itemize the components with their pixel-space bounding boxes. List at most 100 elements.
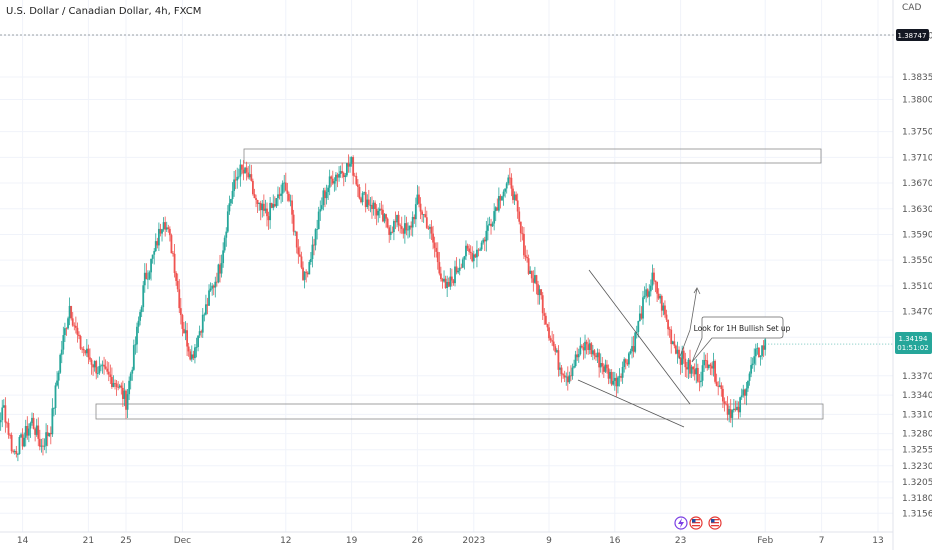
candle-body — [654, 280, 657, 282]
wedge-upper-trendline[interactable] — [588, 269, 691, 405]
candle — [643, 286, 646, 300]
candle — [206, 297, 209, 315]
candle-body — [529, 270, 532, 274]
candle-body — [396, 214, 398, 223]
candle — [440, 266, 442, 282]
candle-body — [358, 187, 361, 199]
candle-body — [378, 208, 381, 211]
candle-body — [355, 176, 358, 185]
annotation-callout[interactable]: Look for 1H Bullish Set up — [691, 316, 791, 363]
lightning-icon[interactable] — [674, 516, 688, 530]
candle-body — [203, 314, 206, 316]
candle — [480, 240, 483, 251]
candle-body — [443, 278, 445, 282]
candle-body — [660, 295, 663, 311]
us-flag-icon[interactable] — [708, 516, 722, 530]
candle — [115, 380, 118, 396]
candle — [593, 348, 596, 360]
candle — [419, 197, 422, 220]
candle — [638, 305, 641, 322]
candle-body — [299, 254, 301, 257]
candle-body — [585, 341, 588, 345]
candle — [468, 244, 470, 255]
candle-body — [101, 364, 104, 366]
event-icons[interactable] — [674, 516, 722, 530]
candle — [256, 199, 259, 214]
resistance-zone-box[interactable] — [243, 148, 822, 164]
candle — [718, 377, 721, 388]
candle-body — [756, 347, 759, 349]
candle — [214, 276, 217, 298]
candle — [366, 194, 369, 210]
candle — [410, 221, 413, 236]
candle — [341, 162, 344, 179]
candle-body — [706, 360, 709, 368]
price-tick-label: 1.37100 — [902, 153, 932, 163]
candle-body — [737, 406, 740, 413]
candle-body — [109, 374, 112, 378]
candle — [510, 173, 513, 197]
candle — [134, 336, 137, 355]
candle — [714, 359, 716, 384]
candle — [642, 290, 644, 325]
wedge-lower-trendline[interactable] — [577, 379, 685, 428]
candle — [454, 260, 456, 287]
candle — [100, 363, 102, 372]
candle-body — [261, 203, 264, 211]
candle — [601, 356, 604, 375]
candle-body — [703, 360, 705, 366]
candle-body — [405, 223, 408, 231]
candle — [407, 222, 409, 239]
candle-body — [336, 174, 339, 178]
candle-body — [732, 408, 735, 411]
candle-body — [728, 409, 731, 415]
candle-body — [649, 285, 652, 292]
candle — [490, 218, 492, 235]
candle — [461, 257, 464, 269]
candle — [430, 220, 433, 240]
candle — [12, 449, 15, 454]
candle-body — [35, 425, 38, 435]
candle — [60, 340, 63, 364]
candle — [396, 214, 398, 228]
candle — [132, 339, 135, 371]
candle — [471, 246, 474, 263]
candle-body — [463, 256, 466, 260]
candle-body — [712, 361, 715, 369]
candle — [450, 268, 453, 287]
candle-body — [382, 209, 384, 222]
candle — [51, 398, 54, 437]
candle-body — [521, 233, 524, 235]
time-tick-label: 2023 — [462, 536, 485, 546]
us-flag-icon[interactable] — [689, 516, 703, 530]
candle — [96, 366, 99, 378]
plot-area[interactable] — [0, 0, 893, 532]
candle — [416, 185, 419, 206]
candle — [444, 275, 447, 289]
candle-body — [6, 422, 8, 424]
candle-body — [743, 389, 746, 396]
candle-body — [568, 375, 571, 383]
candle-body — [549, 338, 552, 341]
time-axis[interactable]: 142125Dec121926202391623Feb71320 — [17, 536, 932, 546]
candle — [353, 172, 356, 177]
candle-body — [331, 178, 334, 184]
price-axis[interactable]: 1.390001.383501.380001.375001.371001.367… — [902, 31, 932, 519]
support-zone-box[interactable] — [95, 403, 824, 420]
candle-body — [15, 450, 18, 455]
candle-body — [324, 190, 326, 199]
candle — [507, 174, 510, 186]
candle-body — [731, 410, 734, 418]
candle-body — [720, 385, 723, 389]
candle — [200, 329, 203, 338]
candle — [676, 341, 679, 364]
candle-body — [230, 199, 232, 204]
candle — [308, 259, 311, 275]
candle — [488, 216, 491, 226]
candle-body — [450, 276, 453, 281]
candle — [178, 279, 181, 314]
candle-body — [145, 272, 148, 280]
projection-arrow[interactable] — [678, 287, 701, 360]
candle — [632, 335, 635, 358]
